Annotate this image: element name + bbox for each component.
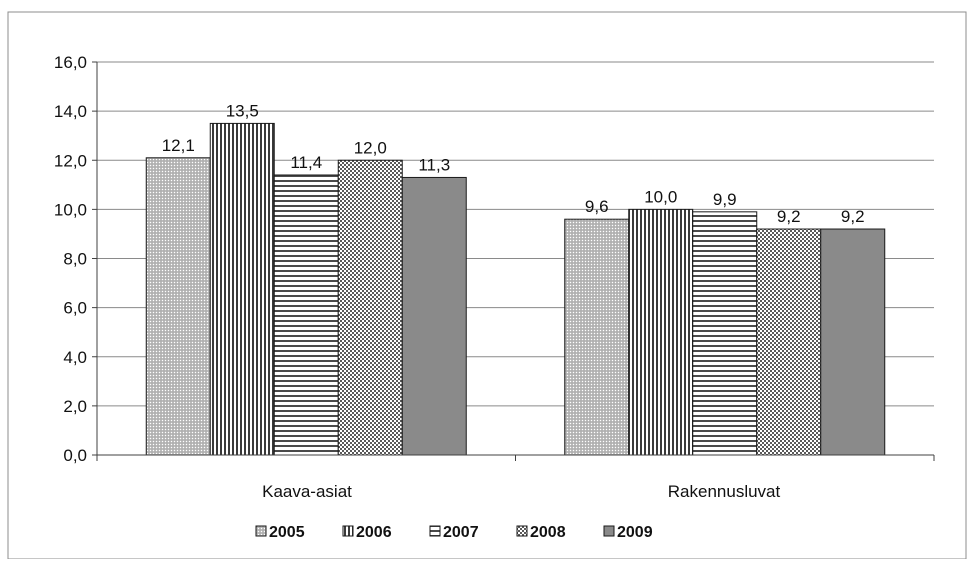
bar-2007-kaava-asiat (273, 174, 339, 456)
y-tick-label: 4,0 (63, 348, 87, 367)
bar-2007-rakennusluvat (692, 211, 758, 456)
category-label-rakennusluvat: Rakennusluvat (668, 482, 781, 501)
bar-2008-kaava-asiat (337, 159, 403, 456)
data-label: 12,1 (162, 136, 195, 155)
bar-2009-kaava-asiat (401, 176, 467, 456)
bars (145, 122, 886, 456)
y-tick-label: 16,0 (54, 53, 87, 72)
legend-swatch-2006 (342, 525, 354, 537)
legend-label-2008: 2008 (530, 524, 566, 541)
legend-swatch-2008 (516, 525, 528, 537)
data-label: 10,0 (644, 187, 677, 206)
legend-swatch-2007 (429, 525, 441, 537)
data-label: 9,9 (713, 190, 737, 209)
data-label: 12,0 (354, 138, 387, 157)
data-label: 9,2 (841, 207, 865, 226)
category-label-kaava-asiat: Kaava-asiat (262, 482, 352, 501)
y-tick-label: 14,0 (54, 102, 87, 121)
y-tick-label: 6,0 (63, 299, 87, 318)
bar-2005-kaava-asiat (145, 157, 211, 456)
data-label: 11,4 (290, 153, 322, 172)
legend-swatch-2009 (603, 525, 615, 537)
bar-2009-rakennusluvat (820, 228, 886, 456)
data-label: 9,6 (585, 197, 609, 216)
x-axis-ticks (96, 455, 935, 461)
bar-2006-kaava-asiat (209, 122, 275, 456)
data-label: 11,3 (418, 155, 450, 174)
legend-label-2005: 2005 (269, 524, 305, 541)
legend-label-2009: 2009 (617, 524, 653, 541)
y-tick-label: 0,0 (63, 446, 87, 465)
y-tick-label: 2,0 (63, 397, 87, 416)
legend-label-2006: 2006 (356, 524, 392, 541)
bar-2005-rakennusluvat (564, 218, 630, 456)
legend: 2005 2006 2007 2008 2009 (255, 524, 653, 541)
y-tick-label: 12,0 (54, 151, 87, 170)
y-tick-label: 8,0 (63, 250, 87, 269)
y-tick-label: 10,0 (54, 200, 87, 219)
legend-label-2007: 2007 (443, 524, 479, 541)
y-axis-tick-labels: 0,0 2,0 4,0 6,0 8,0 10,0 12,0 14,0 16,0 (54, 53, 97, 465)
data-label: 9,2 (777, 207, 801, 226)
data-labels: 12,1 13,5 11,4 12,0 11,3 9,6 10,0 9,9 9,2 9,2 (162, 101, 865, 226)
data-label: 13,5 (226, 101, 259, 120)
bar-2006-rakennusluvat (628, 208, 694, 456)
legend-swatch-2005 (255, 525, 267, 537)
bar-2008-rakennusluvat (756, 228, 822, 456)
